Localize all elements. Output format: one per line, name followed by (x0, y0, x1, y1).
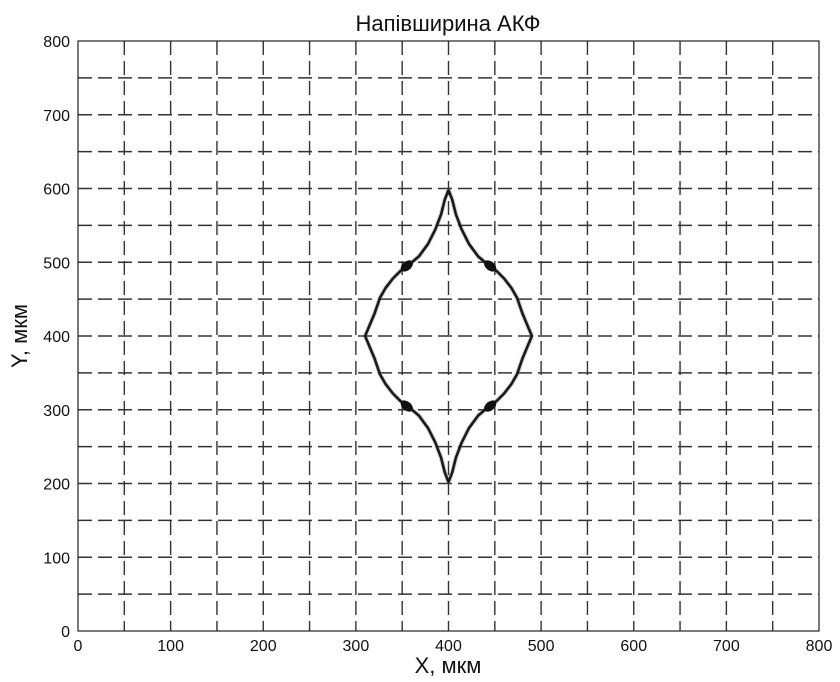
curve-marker (484, 260, 497, 272)
y-axis-label: Y, мкм (7, 304, 32, 368)
x-tick-label: 200 (250, 638, 277, 655)
grid (78, 41, 819, 631)
x-tick-label: 600 (620, 638, 647, 655)
x-tick-label: 500 (528, 638, 555, 655)
series-line (363, 189, 534, 484)
y-tick-label: 100 (43, 550, 70, 567)
chart-title: Напівширина АКФ (355, 11, 540, 36)
y-tick-label: 300 (43, 403, 70, 420)
x-tick-label: 800 (806, 638, 833, 655)
x-tick-label: 0 (74, 638, 83, 655)
x-tick-label: 100 (157, 638, 184, 655)
y-tick-label: 200 (43, 477, 70, 494)
y-tick-label: 600 (43, 182, 70, 199)
curve-marker (484, 400, 497, 412)
x-tick-label: 400 (435, 638, 462, 655)
y-tick-label: 400 (43, 329, 70, 346)
y-tick-label: 0 (61, 624, 70, 641)
tick-labels: 0 100 200 300 400 500 600 700 800 0 100 200 300 400 50… (43, 34, 832, 655)
x-tick-label: 700 (713, 638, 740, 655)
curve-layer (362, 189, 535, 485)
curve-marker (400, 260, 413, 272)
y-tick-label: 700 (43, 108, 70, 125)
x-axis-label: X, мкм (415, 653, 482, 678)
y-tick-label: 500 (43, 255, 70, 272)
x-tick-label: 300 (343, 638, 370, 655)
curve-marker (400, 400, 413, 412)
y-tick-label: 800 (43, 34, 70, 51)
plot-frame (77, 40, 820, 632)
